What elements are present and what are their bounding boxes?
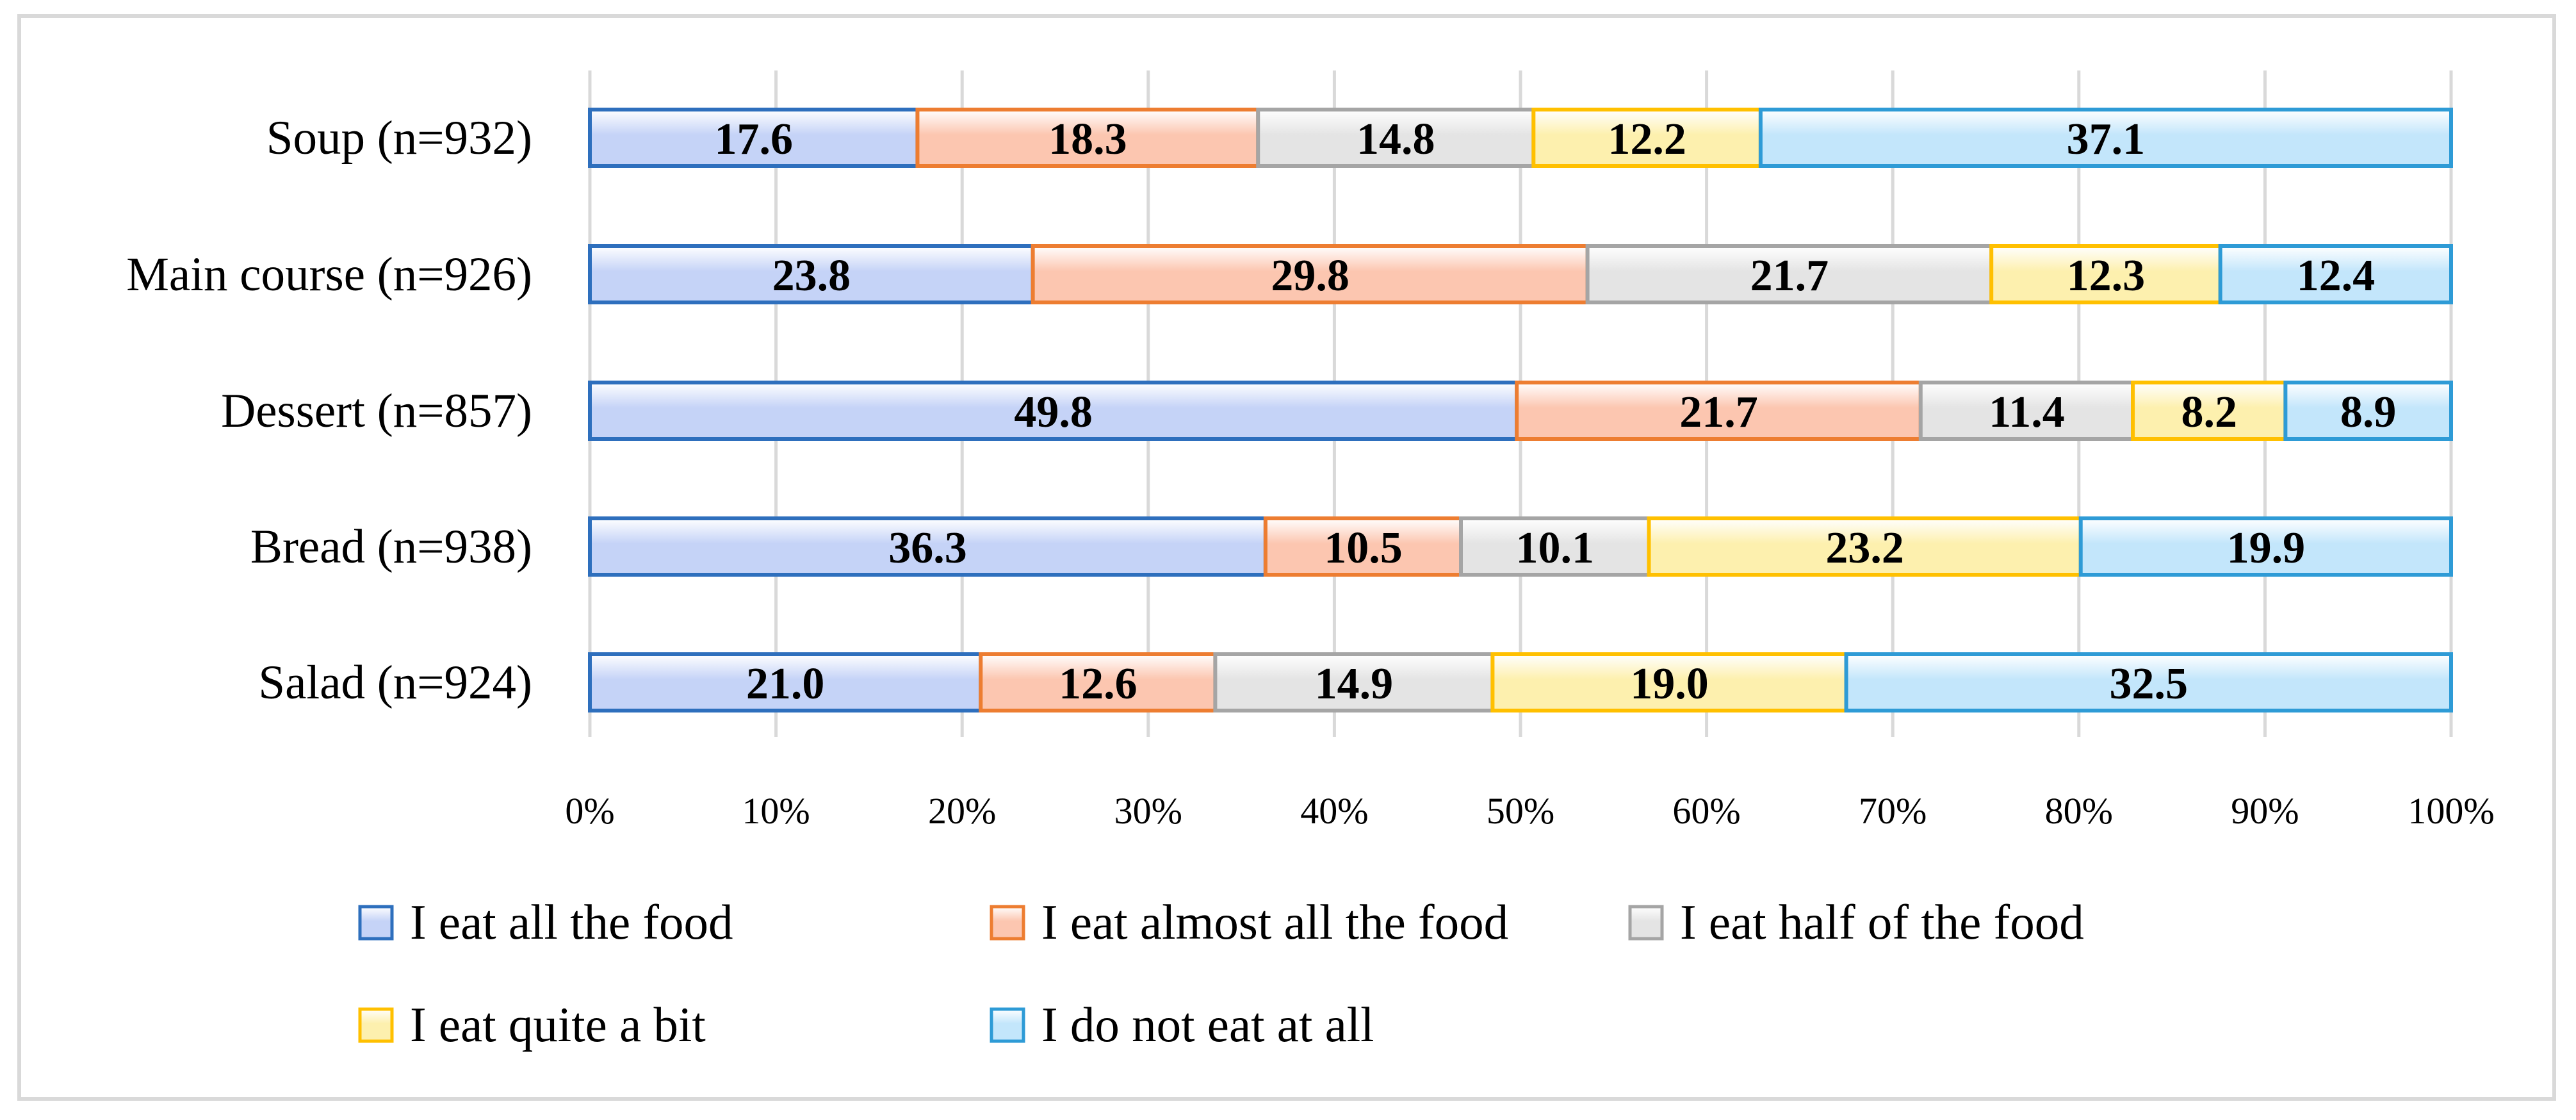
data-label: 10.5 [1324, 523, 1403, 573]
x-tick-label: 40% [1300, 790, 1368, 832]
data-label: 14.8 [1357, 115, 1435, 164]
bar-salad-i-do-not-eat-at-all [1844, 652, 2454, 712]
x-axis-ticks: 0% 10% 20% 30% 40% 50% 60% 70% 80% 90% 100% [565, 790, 2494, 832]
x-tick-label: 10% [742, 790, 810, 832]
data-label: 21.0 [746, 659, 825, 709]
legend-swatch-i-eat-almost-all-the-food [990, 905, 1025, 941]
category-label-dessert: Dessert (n=857) [221, 384, 532, 438]
data-label: 32.5 [2110, 659, 2189, 709]
bar-main-course-i-eat-half-of-the-food [1585, 244, 1994, 304]
data-label: 36.3 [888, 523, 967, 573]
bar-bread-i-eat-quite-a-bit [1647, 516, 2083, 577]
category-labels: Soup (n=932) Main course (n=926) Dessert (… [126, 111, 532, 709]
data-label: 21.7 [1679, 388, 1758, 437]
bar-dessert-i-do-not-eat-at-all [2283, 381, 2453, 441]
data-labels: 17.6 18.3 14.8 12.2 37.1 23.8 29.8 21.7 12.3 12.4… [714, 115, 2396, 709]
data-label: 10.1 [1516, 523, 1595, 573]
data-label: 29.8 [1271, 251, 1349, 301]
data-label: 49.8 [1014, 388, 1093, 437]
legend-label-i-eat-all-the-food: I eat all the food [410, 894, 733, 950]
bar-dessert-i-eat-quite-a-bit [2131, 381, 2288, 441]
x-tick-label: 30% [1114, 790, 1182, 832]
x-tick-label: 20% [928, 790, 996, 832]
data-label: 8.9 [2340, 388, 2397, 437]
bar-dessert-i-eat-half-of-the-food [1918, 381, 2135, 441]
x-tick-label: 50% [1487, 790, 1554, 832]
bar-salad-i-eat-almost-all-the-food [979, 652, 1218, 712]
x-tick-label: 90% [2231, 790, 2299, 832]
category-label-salad: Salad (n=924) [258, 656, 532, 709]
category-label-bread: Bread (n=938) [250, 520, 532, 573]
bar-salad-i-eat-all-the-food [588, 652, 983, 712]
legend-label-i-eat-quite-a-bit: I eat quite a bit [410, 997, 706, 1052]
legend-label-i-eat-almost-all-the-food: I eat almost all the food [1041, 894, 1508, 950]
bar-dessert-i-eat-almost-all-the-food [1515, 381, 1923, 441]
data-label: 21.7 [1750, 251, 1829, 301]
bar-soup-i-eat-half-of-the-food [1256, 108, 1536, 168]
data-label: 19.0 [1630, 659, 1709, 709]
x-tick-label: 60% [1672, 790, 1740, 832]
data-label: 12.4 [2297, 251, 2376, 301]
x-tick-label: 70% [1859, 790, 1927, 832]
data-label: 23.8 [772, 251, 851, 301]
data-label: 18.3 [1048, 115, 1127, 164]
bar-main-course-i-do-not-eat-at-all [2218, 244, 2453, 304]
bar-salad-i-eat-half-of-the-food [1213, 652, 1495, 712]
data-label: 19.9 [2227, 523, 2306, 573]
legend-swatch-i-eat-all-the-food [358, 905, 394, 941]
bar-bread-i-eat-half-of-the-food [1459, 516, 1651, 577]
bar-soup-i-eat-all-the-food [588, 108, 920, 168]
legend-swatch-i-eat-half-of-the-food [1628, 905, 1664, 941]
legend-swatch-i-eat-quite-a-bit [358, 1007, 394, 1043]
bar-soup-i-eat-quite-a-bit [1531, 108, 1763, 168]
data-label: 37.1 [2067, 115, 2146, 164]
data-label: 14.9 [1315, 659, 1394, 709]
x-tick-label: 80% [2045, 790, 2113, 832]
legend-swatch-i-do-not-eat-at-all [990, 1007, 1025, 1043]
data-label: 17.6 [714, 115, 793, 164]
data-label: 12.3 [2067, 251, 2146, 301]
x-tick-label: 100% [2408, 790, 2494, 832]
bar-bread-i-do-not-eat-at-all [2078, 516, 2454, 577]
data-label: 11.4 [1989, 388, 2065, 437]
bar-bread-i-eat-all-the-food [588, 516, 1268, 577]
legend-label-i-do-not-eat-at-all: I do not eat at all [1041, 997, 1374, 1052]
data-label: 12.2 [1608, 115, 1686, 164]
x-tick-label: 0% [565, 790, 614, 832]
category-label-main-course: Main course (n=926) [126, 248, 532, 301]
bar-dessert-i-eat-all-the-food [588, 381, 1519, 441]
category-label-soup: Soup (n=932) [266, 111, 532, 165]
data-label: 23.2 [1825, 523, 1904, 573]
legend: I eat all the food I eat almost all the f… [358, 894, 2084, 1052]
bars [588, 108, 2454, 712]
bar-main-course-i-eat-all-the-food [588, 244, 1035, 304]
data-label: 8.2 [2181, 388, 2237, 437]
data-label: 12.6 [1059, 659, 1137, 709]
legend-label-i-eat-half-of-the-food: I eat half of the food [1680, 894, 2084, 950]
bar-soup-i-do-not-eat-at-all [1758, 108, 2453, 168]
